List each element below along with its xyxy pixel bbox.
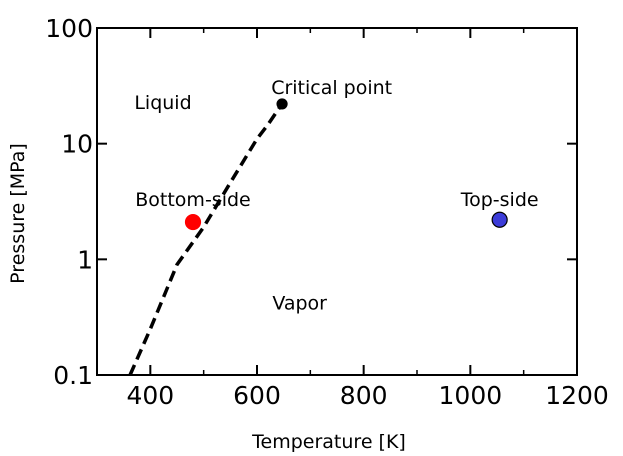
chart-marks <box>128 98 508 376</box>
x-tick-label: 1200 <box>545 381 609 410</box>
y-tick-label: 100 <box>45 14 93 43</box>
y-tick-label: 0.1 <box>53 361 93 390</box>
annotation-label: Liquid <box>134 92 191 114</box>
annotation-label: Critical point <box>271 77 392 99</box>
critical-point-marker <box>276 98 288 110</box>
coexistence-curve <box>128 102 284 376</box>
annotations: Critical point Liquid Bottom-side Top-side V… <box>134 77 538 315</box>
tick-labels: 400 600 800 1000 1200 0.1 1 10 100 <box>45 14 609 410</box>
x-tick-label: 400 <box>126 381 174 410</box>
x-axis-label: Temperature [K] <box>251 431 406 453</box>
x-tick-label: 1000 <box>439 381 503 410</box>
plot-frame <box>96 27 578 376</box>
y-tick-label: 1 <box>77 245 93 274</box>
x-tick-label: 600 <box>233 381 281 410</box>
annotation-label: Vapor <box>272 292 327 314</box>
annotation-label: Top-side <box>460 189 539 211</box>
y-axis-label: Pressure [MPa] <box>7 143 29 284</box>
top-side-point <box>491 211 508 228</box>
annotation-label: Bottom-side <box>135 189 250 211</box>
bottom-side-point <box>184 213 202 231</box>
axis-ticks <box>96 27 578 376</box>
y-tick-label: 10 <box>61 130 93 159</box>
x-tick-label: 800 <box>340 381 388 410</box>
